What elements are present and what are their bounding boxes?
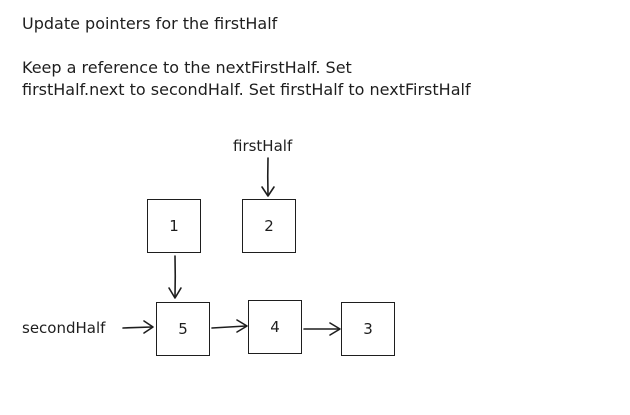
- second-half-label: secondHalf: [22, 319, 106, 337]
- node-5-next-arrow: [211, 319, 248, 333]
- node-4-next-arrow: [303, 322, 341, 336]
- node-3-box: 3: [341, 302, 395, 356]
- second-half-pointer-arrow: [122, 320, 154, 334]
- first-half-label: firstHalf: [233, 137, 293, 155]
- node-2-value: 2: [264, 217, 274, 235]
- node-1-value: 1: [169, 217, 179, 235]
- diagram-title: Update pointers for the firstHalf: [22, 14, 278, 33]
- description-line-2: firstHalf.next to secondHalf. Set firstH…: [22, 80, 471, 99]
- node-4-value: 4: [270, 318, 280, 336]
- node-1-next-arrow: [168, 255, 182, 299]
- node-5-value: 5: [178, 320, 188, 338]
- first-half-pointer-arrow: [261, 157, 275, 197]
- node-5-box: 5: [156, 302, 210, 356]
- node-4-box: 4: [248, 300, 302, 354]
- node-3-value: 3: [363, 320, 373, 338]
- node-2-box: 2: [242, 199, 296, 253]
- description-line-1: Keep a reference to the nextFirstHalf. S…: [22, 58, 352, 77]
- node-1-box: 1: [147, 199, 201, 253]
